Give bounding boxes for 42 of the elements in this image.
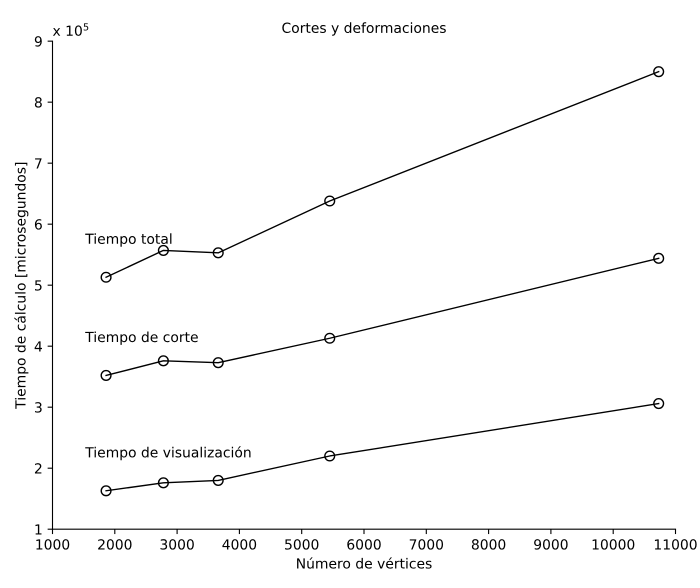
point (212, 474, 224, 486)
point (158, 355, 169, 366)
series-label: Tiempo de visualización (85, 446, 250, 460)
y-tick-label: 9 (34, 36, 42, 47)
point (324, 332, 336, 344)
y-tick-label: 6 (34, 219, 42, 230)
y-axis-title: Tiempo de cálculo [microsegundos] (14, 162, 28, 409)
x-tick-label: 10000 (592, 539, 634, 550)
x-tick-label: 6000 (347, 539, 381, 550)
y-tick-label: 7 (35, 158, 42, 168)
y-tick-label: 8 (34, 97, 42, 108)
chart-title: Cortes y deformaciones (282, 22, 446, 36)
series-label: Tiempo de corte (85, 331, 198, 345)
point (653, 66, 664, 78)
point (324, 195, 336, 207)
point (100, 272, 112, 283)
x-tick-label: 5000 (285, 539, 318, 550)
series-label: Tiempo total (85, 233, 172, 247)
x-axis-title: Número de vértices (297, 557, 432, 569)
point (653, 252, 664, 264)
point (100, 370, 112, 382)
x-tick-label: 3000 (160, 539, 194, 550)
x-tick-label: 11000 (654, 539, 697, 550)
x-tick-label: 2000 (98, 539, 132, 550)
y-tick-label: 3 (35, 402, 42, 413)
point (158, 244, 169, 256)
point (212, 357, 224, 368)
x-tick-label: 4000 (222, 539, 256, 550)
text: x 10$^{5}$ (52, 23, 88, 36)
y-tick-label: 1 (35, 524, 42, 534)
y-tick-label: 2 (34, 463, 42, 474)
x-tick-label: 9000 (534, 539, 568, 550)
x-tick-label: 7000 (410, 539, 444, 550)
point (653, 398, 664, 410)
point (324, 450, 336, 462)
x-tick-label: 8000 (472, 539, 506, 550)
point (100, 485, 112, 496)
point (158, 477, 169, 488)
point (212, 247, 224, 258)
x-tick-label: 1000 (36, 539, 70, 550)
y-tick-label: 4 (34, 341, 42, 352)
y-tick-label: 5 (35, 280, 42, 291)
